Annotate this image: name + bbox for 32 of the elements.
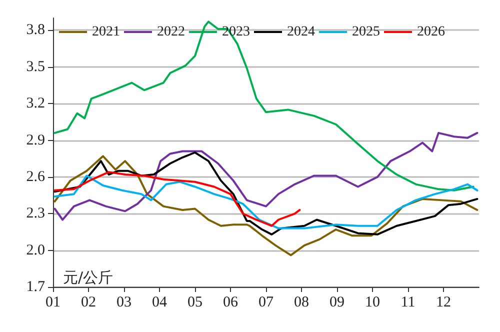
legend-label: 2025 <box>352 24 380 40</box>
legend-label: 2021 <box>92 24 120 40</box>
y-tick-label: 3.8 <box>26 22 45 38</box>
y-tick-label: 2.0 <box>26 242 45 258</box>
x-tick-label: 11 <box>400 294 416 310</box>
x-tick-label: 03 <box>116 294 132 310</box>
y-tick-label: 2.3 <box>26 206 45 222</box>
x-tick-label: 12 <box>436 294 451 310</box>
y-tick-label: 3.2 <box>26 96 45 112</box>
line-series <box>54 174 478 230</box>
x-tick-label: 01 <box>46 294 60 310</box>
x-tick-label: 09 <box>330 294 344 310</box>
x-tick-label: 06 <box>223 294 238 310</box>
y-tick-label: 1.7 <box>26 279 46 295</box>
legend-label: 2026 <box>417 24 445 40</box>
x-tick-label: 02 <box>81 294 96 310</box>
y-tick-label: 2.6 <box>26 168 46 185</box>
x-tick-label: 08 <box>294 294 309 310</box>
x-tick-label: 04 <box>152 294 168 310</box>
x-tick-label: 05 <box>188 294 202 310</box>
y-tick-label: 2.9 <box>26 132 45 148</box>
legend-label: 2022 <box>157 24 185 40</box>
line-series <box>54 20 474 192</box>
line-series <box>54 155 478 256</box>
x-tick-label: 07 <box>258 294 274 310</box>
y-tick-label: 3.5 <box>26 58 45 75</box>
legend-label: 2024 <box>287 24 315 40</box>
y-axis-title: 元/公斤 <box>63 268 114 286</box>
x-tick-label: 10 <box>365 294 380 310</box>
line-series <box>54 132 478 221</box>
line-series <box>54 152 478 236</box>
line-series <box>54 171 301 227</box>
